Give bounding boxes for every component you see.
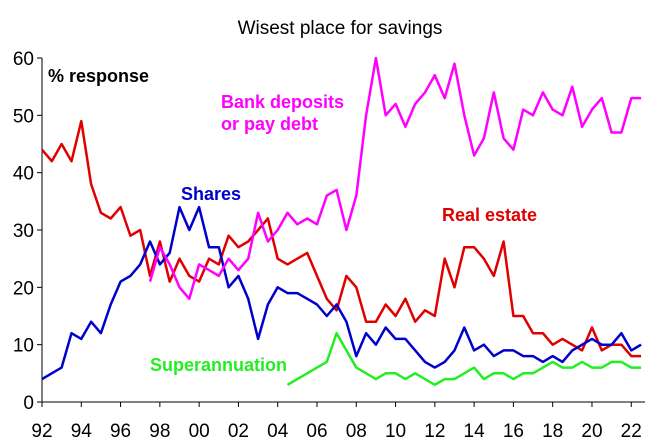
x-tick-label: 18 <box>542 421 563 442</box>
x-tick-label: 16 <box>503 421 524 442</box>
x-tick-label: 98 <box>149 421 170 442</box>
y-tick-label: 60 <box>13 49 34 70</box>
y-tick-label: 30 <box>13 221 34 242</box>
series-line <box>41 119 642 358</box>
x-tick-label: 10 <box>385 421 406 442</box>
series-label: Superannuation <box>150 355 288 375</box>
x-tick-label: 02 <box>228 421 249 442</box>
x-tick-label: 14 <box>464 421 486 442</box>
x-tick-label: 06 <box>306 421 327 442</box>
x-tick-label: 08 <box>346 421 367 442</box>
x-tick-label: 00 <box>189 421 210 442</box>
series-label: Shares <box>181 184 242 204</box>
y-tick-label: 10 <box>13 336 34 357</box>
y-tick-label: 40 <box>13 164 34 185</box>
series-line <box>286 331 642 387</box>
series-line <box>41 205 642 381</box>
x-tick-label: 12 <box>424 421 445 442</box>
x-tick-label: 92 <box>31 421 52 442</box>
series-label: Bank deposits or pay debt <box>221 92 345 134</box>
x-tick-label: 04 <box>267 421 289 442</box>
chart-title: Wisest place for savings <box>238 18 443 39</box>
y-tick-label: 20 <box>13 278 34 299</box>
series-line <box>148 56 642 301</box>
y-tick-label: 0 <box>23 393 34 414</box>
x-tick-label: 94 <box>71 421 93 442</box>
series-label: Real estate <box>442 205 538 225</box>
x-tick-label: 20 <box>581 421 602 442</box>
x-tick-label: 96 <box>110 421 131 442</box>
annotation: % response <box>48 66 149 86</box>
y-tick-label: 50 <box>13 106 34 127</box>
x-tick-label: 22 <box>621 421 642 442</box>
